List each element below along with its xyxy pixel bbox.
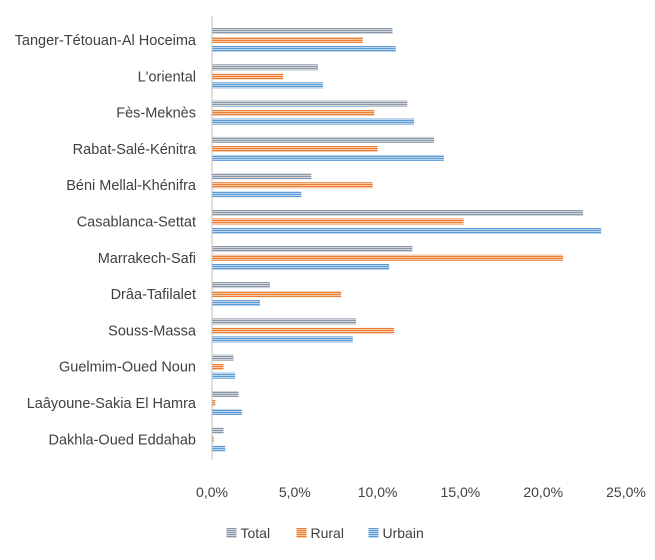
x-tick-label: 20,0%: [523, 484, 563, 500]
category-label: L'oriental: [138, 69, 196, 85]
bar-urbain-7: [212, 300, 261, 307]
category-label: Casablanca-Settat: [77, 215, 196, 231]
bar-urbain-2: [212, 118, 415, 125]
legend-label: Rural: [311, 525, 344, 541]
bar-total-6: [212, 245, 413, 252]
bar-urbain-6: [212, 263, 390, 270]
bar-rural-9: [212, 363, 224, 370]
bar-rural-2: [212, 109, 375, 116]
bar-rural-8: [212, 327, 395, 334]
x-tick-label: 5,0%: [279, 484, 311, 500]
category-labels: Tanger-Tétouan-Al Hoceima L'oriental Fès-M…: [15, 33, 197, 448]
x-tick-label: 10,0%: [358, 484, 398, 500]
bar-total-9: [212, 354, 234, 361]
bar-rural-10: [212, 400, 216, 406]
bar-urbain-8: [212, 336, 353, 343]
bar-total-5: [212, 209, 583, 216]
bar-rural-6: [212, 254, 564, 261]
bar-urbain-11: [212, 445, 226, 452]
bar-rural-1: [212, 73, 284, 80]
bar-urbain-9: [212, 372, 236, 379]
bar-total-0: [212, 28, 393, 34]
legend-item-urbain: Urbain: [368, 525, 424, 541]
bar-urbain-0: [212, 46, 396, 52]
bar-rural-7: [212, 291, 342, 298]
bar-total-1: [212, 64, 318, 71]
bar-urbain-3: [212, 154, 444, 161]
category-label: Fès-Meknès: [116, 106, 196, 122]
category-label: Marrakech-Safi: [98, 251, 196, 267]
bar-rural-0: [212, 37, 363, 43]
category-label: Rabat-Salé-Kénitra: [73, 142, 197, 158]
bar-rural-3: [212, 145, 378, 152]
bar-total-8: [212, 318, 357, 325]
legend: Total Rural Urbain: [226, 525, 424, 541]
legend-swatch: [226, 528, 237, 538]
bar-urbain-10: [212, 409, 242, 415]
legend-swatch: [296, 528, 307, 538]
bar-total-7: [212, 282, 270, 289]
legend-swatch: [368, 528, 379, 538]
category-label: Souss-Massa: [108, 323, 197, 339]
bar-urbain-4: [212, 191, 302, 198]
bar-urbain-1: [212, 82, 323, 89]
bar-total-4: [212, 173, 312, 180]
bar-rural-4: [212, 182, 373, 189]
bar-total-10: [212, 391, 239, 397]
category-label: Tanger-Tétouan-Al Hoceima: [15, 33, 197, 49]
bar-total-3: [212, 136, 434, 143]
category-label: Drâa-Tafilalet: [111, 287, 196, 303]
category-label: Guelmim-Oued Noun: [59, 360, 196, 376]
bar-total-11: [212, 427, 224, 434]
x-tick-label: 0,0%: [196, 484, 228, 500]
bar-rural-11: [212, 436, 214, 443]
category-label: Béni Mellal-Khénifra: [66, 178, 197, 194]
x-tick-label: 25,0%: [606, 484, 646, 500]
legend-item-rural: Rural: [296, 525, 344, 541]
bar-urbain-5: [212, 227, 602, 234]
category-label: Laâyoune-Sakia El Hamra: [27, 396, 197, 412]
bars-layer: [212, 28, 602, 452]
bar-rural-5: [212, 218, 464, 225]
bar-total-2: [212, 100, 408, 107]
x-tick-labels: 0,0% 5,0% 10,0% 15,0% 20,0% 25,0%: [196, 484, 646, 500]
legend-label: Urbain: [383, 525, 424, 541]
category-label: Dakhla-Oued Eddahab: [48, 432, 196, 448]
legend-item-total: Total: [226, 525, 271, 541]
legend-label: Total: [241, 525, 271, 541]
x-tick-label: 15,0%: [441, 484, 481, 500]
